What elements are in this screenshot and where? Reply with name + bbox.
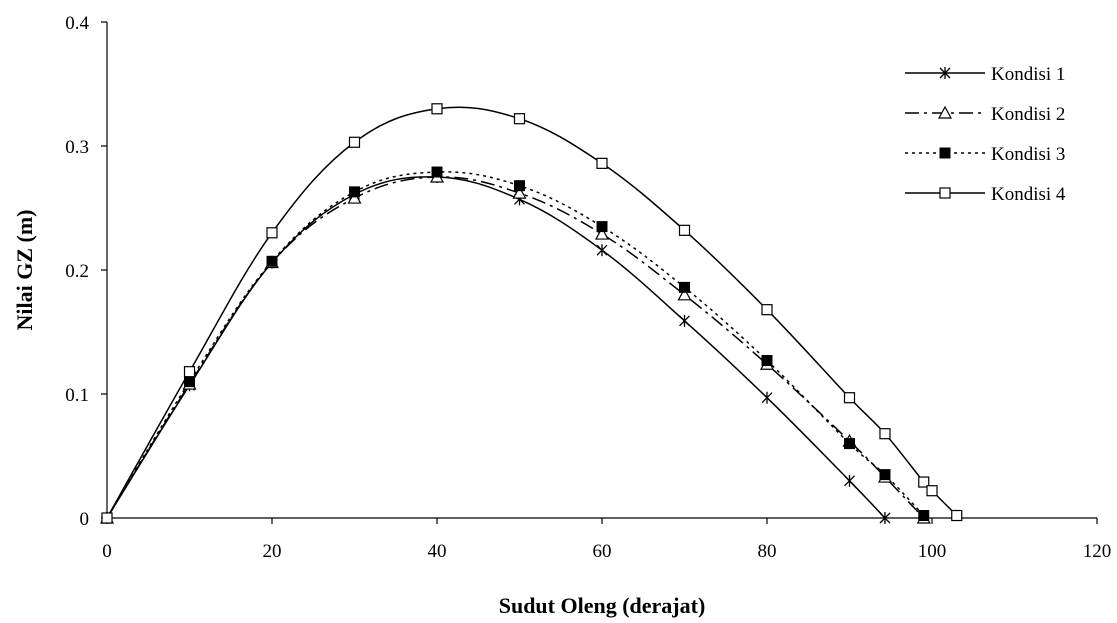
square-open-marker <box>843 392 856 404</box>
asterisk-marker <box>939 67 951 79</box>
axes: 0 20 40 60 80 100 120 0 0.1 0.2 0.3 0.4 <box>65 13 1111 562</box>
square-open-marker <box>596 157 608 169</box>
x-tick-label: 100 <box>918 541 947 562</box>
square-open-marker <box>266 227 278 239</box>
asterisk-marker <box>761 391 773 404</box>
triangle-marker <box>347 190 362 204</box>
legend-label: Kondisi 1 <box>991 64 1065 85</box>
square-filled-marker <box>918 510 930 522</box>
legend-item: Kondisi 3 <box>905 144 1065 165</box>
asterisk-marker <box>679 314 690 327</box>
x-tick-label: 60 <box>593 541 612 562</box>
triangle-marker <box>937 105 953 119</box>
square-open-marker <box>678 224 691 236</box>
square-open-marker <box>951 509 963 522</box>
legend: Kondisi 1 Kondisi 2 Kondisi 3 Kondisi 4 <box>905 64 1066 205</box>
square-filled-marker <box>266 255 278 267</box>
y-axis-title: Nilai GZ (m) <box>12 210 37 331</box>
square-filled-marker <box>844 438 855 450</box>
y-tick-label: 0.2 <box>65 261 89 282</box>
y-tick-label: 0.3 <box>65 137 89 158</box>
square-filled-marker <box>431 166 443 178</box>
series-line <box>106 171 925 519</box>
x-tick-label: 20 <box>263 541 282 562</box>
square-open-marker <box>926 485 938 497</box>
square-open-marker <box>879 428 891 440</box>
square-open-marker <box>101 512 113 524</box>
series-layer <box>99 103 963 524</box>
x-tick-label: 0 <box>102 541 112 562</box>
x-tick-label: 120 <box>1083 541 1112 562</box>
square-open-marker <box>939 187 951 199</box>
square-open-marker <box>183 366 196 378</box>
legend-label: Kondisi 2 <box>991 104 1065 125</box>
series-line <box>106 176 925 519</box>
legend-item: Kondisi 2 <box>905 104 1065 125</box>
square-open-marker <box>513 113 526 125</box>
square-filled-marker <box>514 180 525 192</box>
x-axis-title: Sudut Oleng (derajat) <box>499 593 706 618</box>
asterisk-marker <box>596 244 608 257</box>
series-1 <box>101 171 891 524</box>
y-tick-label: 0 <box>80 509 90 530</box>
square-open-marker <box>918 476 930 488</box>
square-filled-marker <box>761 355 773 367</box>
square-filled-marker <box>596 221 608 233</box>
y-tick-label: 0.4 <box>65 13 89 34</box>
asterisk-marker <box>844 474 855 487</box>
square-filled-marker <box>879 469 891 481</box>
legend-item: Kondisi 4 <box>905 184 1066 205</box>
legend-item: Kondisi 1 <box>905 64 1065 85</box>
x-tick-label: 40 <box>428 541 447 562</box>
triangle-marker <box>512 185 527 199</box>
x-tick-label: 80 <box>758 541 777 562</box>
legend-label: Kondisi 4 <box>991 184 1066 205</box>
asterisk-marker <box>879 512 891 524</box>
triangle-marker <box>677 287 692 301</box>
square-filled-marker <box>679 281 690 293</box>
series-line <box>106 176 886 519</box>
square-open-marker <box>431 103 443 115</box>
square-filled-marker <box>349 186 360 198</box>
square-filled-marker <box>939 147 951 159</box>
square-open-marker <box>761 304 773 316</box>
legend-label: Kondisi 3 <box>991 144 1065 165</box>
series-2 <box>99 169 931 524</box>
series-3 <box>101 166 930 524</box>
triangle-marker <box>594 226 610 240</box>
y-tick-label: 0.1 <box>65 385 89 406</box>
series-4 <box>101 103 963 524</box>
square-open-marker <box>348 136 361 148</box>
